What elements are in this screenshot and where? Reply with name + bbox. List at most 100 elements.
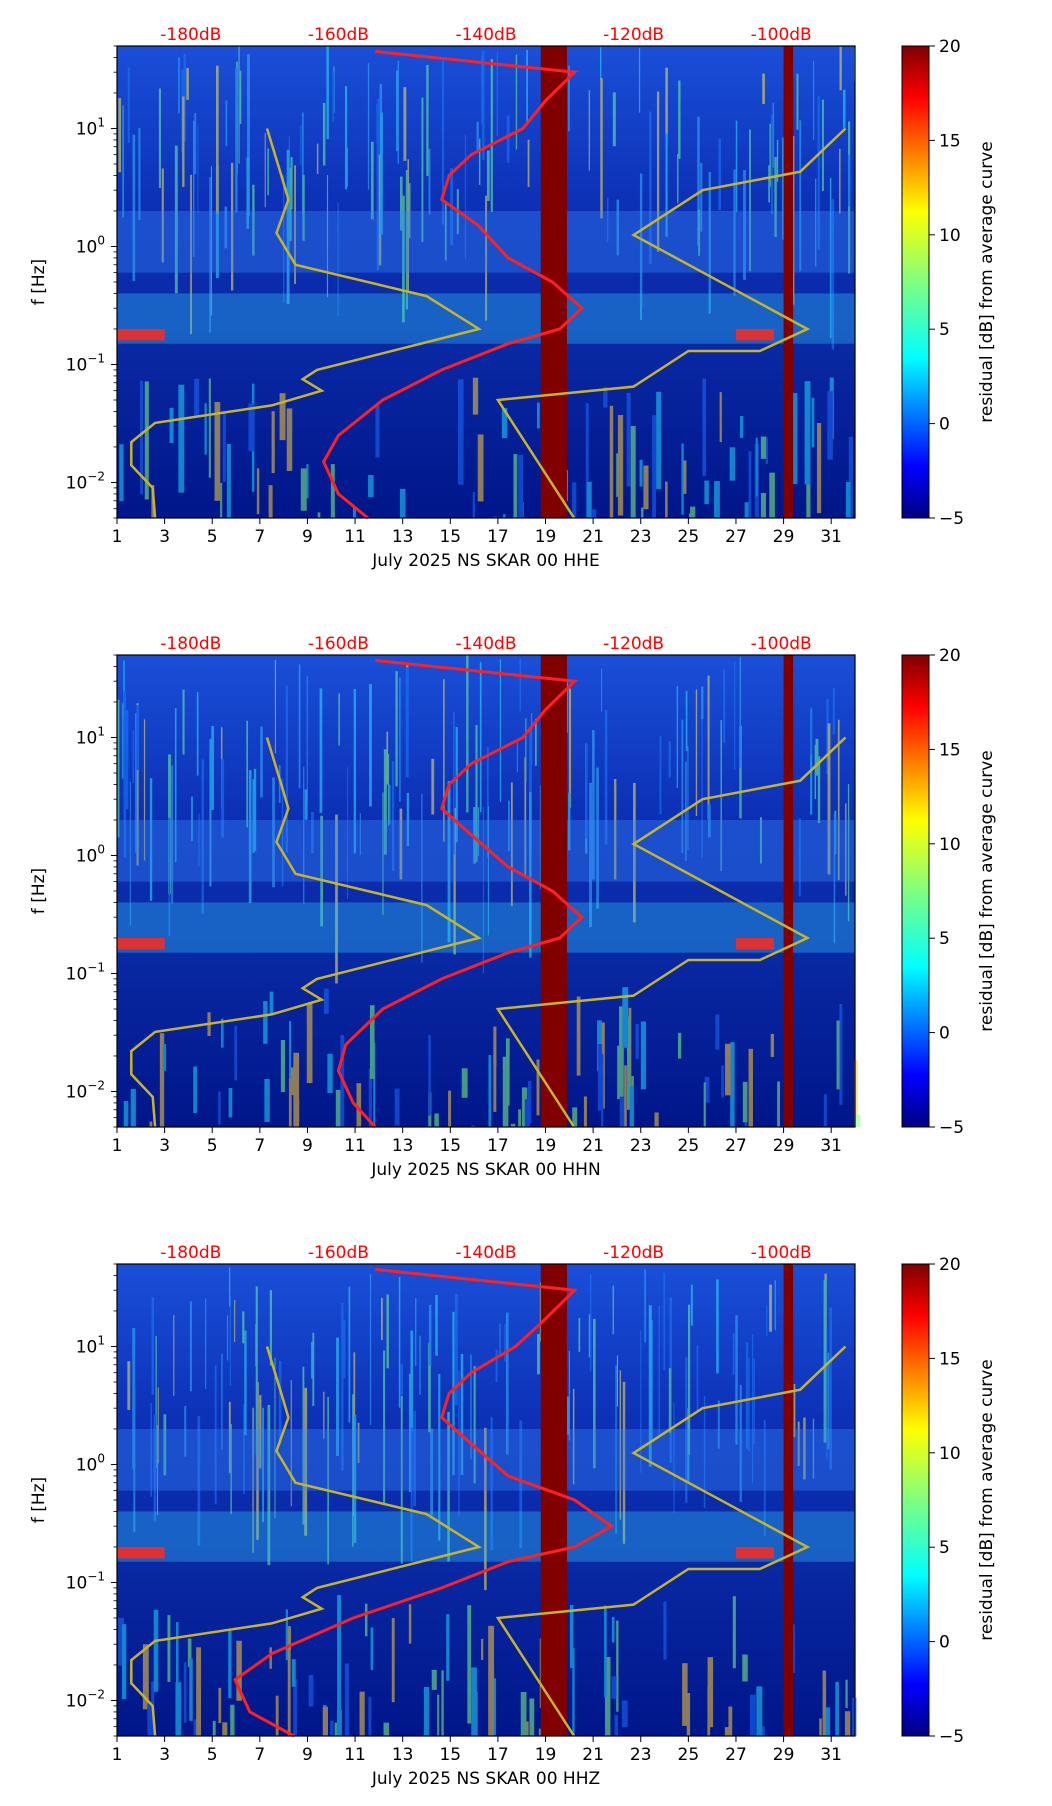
texture-streak [286, 149, 290, 304]
texture-streak [225, 100, 228, 147]
texture-streak [724, 1043, 731, 1096]
texture-streak [677, 1032, 682, 1059]
texture-streak [656, 391, 662, 490]
texture-streak [132, 134, 136, 282]
texture-streak [528, 726, 532, 857]
top-db-label: -180dB [160, 1243, 221, 1263]
texture-streak [163, 1414, 167, 1476]
texture-streak [338, 693, 340, 746]
texture-streak [460, 1353, 464, 1476]
texture-streak [742, 1654, 748, 1682]
texture-streak [703, 1395, 706, 1509]
texture-streak [452, 1311, 455, 1475]
texture-streak [182, 96, 185, 187]
texture-streak [458, 1370, 460, 1516]
texture-streak [505, 1038, 510, 1106]
texture-streak [665, 481, 668, 518]
texture-streak [183, 53, 186, 142]
top-db-label: -140dB [455, 634, 516, 654]
texture-streak [596, 767, 599, 909]
texture-streak [278, 765, 281, 803]
colorbar-tick-label: −5 [939, 509, 964, 529]
x-tick-label: 1 [112, 527, 123, 547]
texture-streak [649, 111, 652, 264]
texture-streak [729, 447, 736, 481]
x-tick-label: 27 [725, 527, 747, 547]
texture-streak [697, 116, 700, 245]
texture-streak [739, 1384, 742, 1503]
texture-streak [826, 1327, 828, 1460]
texture-streak [651, 1320, 653, 1441]
microseism-band [117, 1511, 855, 1562]
y-tick-label: 10−1 [66, 351, 105, 375]
texture-streak [640, 1330, 642, 1473]
texture-streak [678, 80, 681, 159]
texture-streak [209, 738, 212, 887]
x-tick-label: 3 [159, 1745, 170, 1765]
texture-streak [676, 685, 678, 788]
texture-streak [529, 791, 532, 958]
texture-streak [246, 720, 249, 828]
texture-streak [755, 437, 758, 497]
y-axis-title: f [Hz] [29, 1477, 49, 1523]
texture-streak [278, 1360, 282, 1445]
texture-streak [535, 718, 537, 766]
texture-streak [668, 741, 671, 778]
texture-streak [593, 1318, 596, 1469]
texture-streak [536, 1334, 540, 1375]
texture-streak [504, 1324, 506, 1362]
texture-streak [341, 1302, 344, 1471]
texture-streak [368, 1696, 372, 1736]
texture-streak [454, 1294, 458, 1405]
texture-streak [708, 172, 711, 314]
texture-streak [171, 765, 174, 904]
reference-curve-branch [495, 1345, 847, 1737]
texture-streak [515, 54, 518, 150]
texture-streak [753, 1358, 755, 1444]
texture-streak [700, 162, 703, 232]
x-axis-title: July 2025 NS SKAR 00 HHE [371, 551, 599, 571]
texture-streak [344, 1663, 350, 1736]
texture-streak [242, 1311, 245, 1344]
x-tick-label: 9 [302, 1136, 313, 1156]
texture-streak [630, 425, 636, 518]
texture-streak [782, 137, 785, 240]
texture-streak [806, 484, 811, 518]
top-db-label: -160dB [308, 1243, 369, 1263]
texture-streak [373, 1042, 376, 1127]
texture-streak [230, 162, 234, 291]
x-tick-label: 31 [820, 1136, 842, 1156]
texture-streak [844, 1711, 851, 1736]
colorbar-tick-label: 20 [939, 646, 961, 666]
colorbar-tick-label: 15 [939, 740, 961, 760]
texture-streak [182, 689, 185, 755]
texture-streak [326, 175, 329, 298]
texture-streak [743, 170, 746, 280]
texture-streak [467, 1605, 472, 1724]
texture-streak [792, 393, 798, 485]
colorbar-tick-label: 0 [939, 415, 950, 435]
texture-streak [817, 96, 820, 250]
texture-streak [836, 1020, 840, 1090]
texture-streak [201, 759, 204, 914]
texture-streak [230, 1424, 232, 1515]
texture-streak [583, 1096, 587, 1127]
texture-streak [464, 134, 467, 260]
texture-streak [803, 1417, 806, 1480]
texture-streak [604, 709, 608, 845]
texture-streak [525, 1721, 529, 1736]
reference-curve [130, 737, 483, 1128]
texture-streak [359, 1691, 365, 1736]
texture-streak [187, 1638, 192, 1668]
texture-streak [797, 1421, 800, 1467]
texture-streak [473, 806, 476, 864]
texture-streak [470, 1354, 472, 1460]
texture-streak [369, 1273, 372, 1426]
texture-streak [848, 436, 854, 518]
texture-streak [405, 170, 408, 310]
texture-streak [487, 806, 489, 936]
texture-streak [823, 1094, 827, 1127]
texture-streak [378, 154, 382, 266]
texture-streak [510, 1123, 516, 1127]
